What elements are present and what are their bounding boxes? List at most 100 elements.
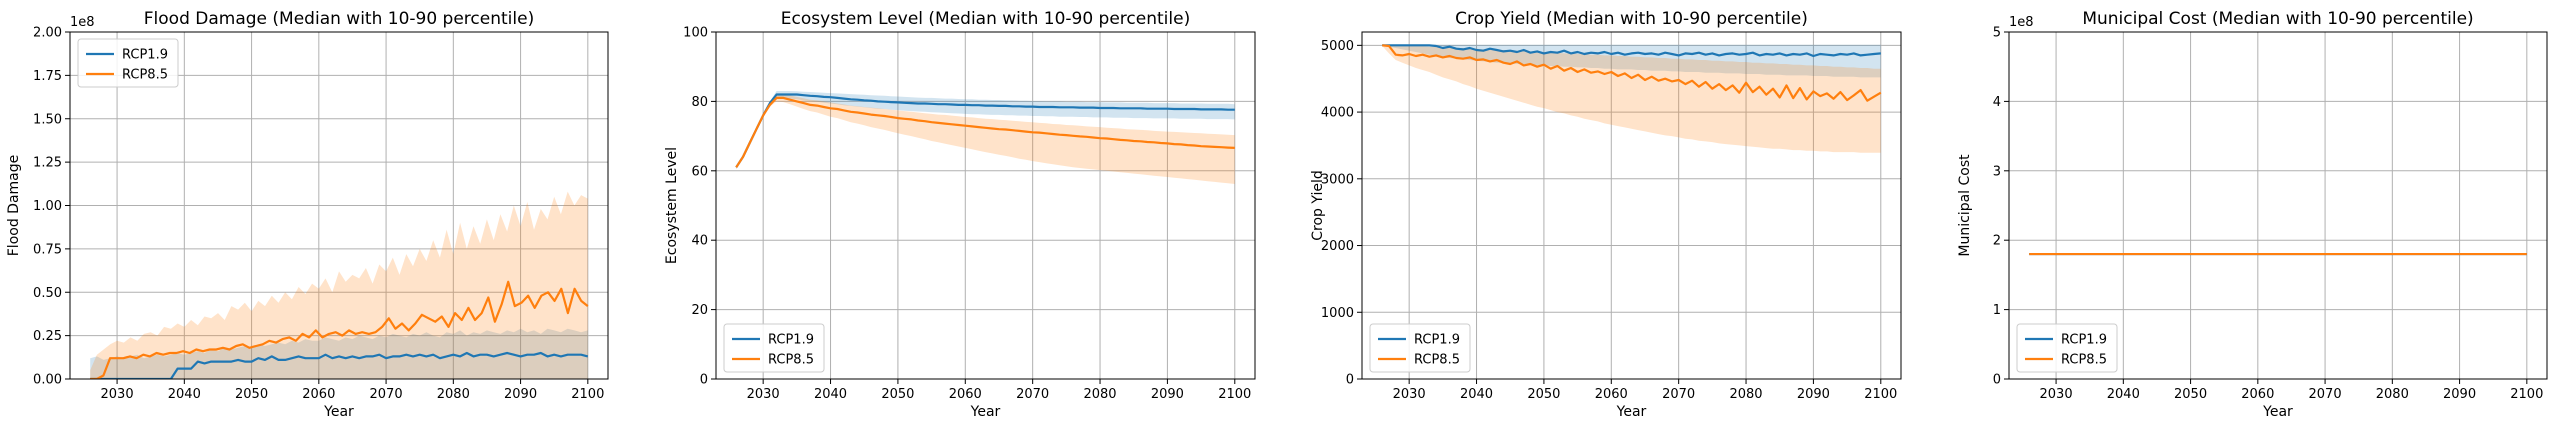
x-axis-label: Year xyxy=(970,404,1001,420)
legend-label-RCP19: RCP1.9 xyxy=(1414,333,1460,348)
series-line-RCP85 xyxy=(1382,44,1882,102)
x-tick-label: 2050 xyxy=(2174,387,2207,402)
series-line-RCP85 xyxy=(735,96,1235,168)
series-line-RCP19 xyxy=(90,351,589,379)
y-tick-label: 0.00 xyxy=(33,373,62,388)
band-RCP19 xyxy=(736,91,1235,170)
y-axis-label: Municipal Cost xyxy=(1957,154,1973,257)
axis-offset-label: 1e8 xyxy=(2009,15,2034,30)
x-tick-label: 2040 xyxy=(814,387,847,402)
chart-title: Crop Yield (Median with 10-90 percentile… xyxy=(1455,9,1808,29)
chart-panel-3: 2030 2040 2050 2060 2070 2080 2090 2100 0 1000 200… xyxy=(1310,9,1902,420)
series-line-RCP19 xyxy=(1382,44,1881,58)
x-axis-label: Year xyxy=(1616,404,1647,420)
legend: RCP1.9 RCP8.5 xyxy=(2016,323,2118,373)
axis-offset-label: 1e8 xyxy=(70,15,95,30)
x-tick-label: 2060 xyxy=(2241,387,2274,402)
x-tick-label: 2080 xyxy=(1083,387,1116,402)
y-tick-label: 3 xyxy=(1993,164,2001,179)
y-tick-label: 3000 xyxy=(1321,172,1354,187)
series-line-RCP85 xyxy=(90,280,589,379)
x-tick-label: 2060 xyxy=(302,387,335,402)
y-tick-label: 1.50 xyxy=(33,112,62,127)
legend: RCP1.9 RCP8.5 xyxy=(77,38,179,88)
y-tick-label: 0.25 xyxy=(33,329,62,344)
x-tick-label: 2080 xyxy=(437,387,470,402)
axes-frame xyxy=(715,31,1256,380)
x-tick-label: 2030 xyxy=(747,387,780,402)
x-tick-label: 2100 xyxy=(1864,387,1897,402)
x-tick-label: 2100 xyxy=(2510,387,2543,402)
x-tick-label: 2030 xyxy=(101,387,134,402)
legend-label-RCP85: RCP8.5 xyxy=(2061,353,2107,368)
x-tick-label: 2090 xyxy=(2443,387,2476,402)
plot-area xyxy=(735,91,1235,184)
y-tick-label: 0.75 xyxy=(33,242,62,257)
x-axis-label: Year xyxy=(323,404,354,420)
x-tick-label: 2060 xyxy=(1595,387,1628,402)
chart-title: Municipal Cost (Median with 10-90 percen… xyxy=(2082,9,2473,29)
chart-panel-4: 2030 2040 2050 2060 2070 2080 2090 2100 0 1 2 3 4 5 1e… xyxy=(1957,9,2548,420)
y-tick-label: 80 xyxy=(691,95,708,110)
y-tick-label: 0 xyxy=(1993,373,2001,388)
x-tick-label: 2070 xyxy=(370,387,403,402)
x-tick-label: 2050 xyxy=(235,387,268,402)
y-tick-label: 5000 xyxy=(1321,39,1354,54)
y-tick-label: 2 xyxy=(1993,234,2001,249)
legend-label-RCP85: RCP8.5 xyxy=(768,353,814,368)
series-line-RCP19 xyxy=(735,93,1235,168)
y-tick-label: 1.00 xyxy=(33,199,62,214)
y-axis-label: Crop Yield xyxy=(1310,170,1326,240)
x-tick-label: 2040 xyxy=(2107,387,2140,402)
x-tick-label: 2100 xyxy=(1218,387,1251,402)
x-tick-label: 2070 xyxy=(1662,387,1695,402)
x-tick-label: 2090 xyxy=(1797,387,1830,402)
x-tick-label: 2040 xyxy=(1460,387,1493,402)
chart-panel-1: 2030 2040 2050 2060 2070 2080 2090 2100 0.00 0.25… xyxy=(6,9,609,420)
y-tick-label: 0 xyxy=(700,373,708,388)
band-RCP19 xyxy=(90,328,588,379)
band-RCP85 xyxy=(90,191,588,379)
x-tick-label: 2070 xyxy=(1016,387,1049,402)
x-tick-label: 2050 xyxy=(1527,387,1560,402)
legend-label-RCP19: RCP1.9 xyxy=(768,333,814,348)
x-tick-label: 2040 xyxy=(168,387,201,402)
x-tick-label: 2050 xyxy=(881,387,914,402)
legend-label-RCP19: RCP1.9 xyxy=(2061,333,2107,348)
chart-title: Flood Damage (Median with 10-90 percenti… xyxy=(144,9,534,29)
y-tick-label: 20 xyxy=(691,303,708,318)
x-tick-label: 2080 xyxy=(2376,387,2409,402)
legend-label-RCP19: RCP1.9 xyxy=(122,48,168,63)
legend: RCP1.9 RCP8.5 xyxy=(723,323,825,373)
y-tick-label: 1.75 xyxy=(33,69,62,84)
y-tick-label: 1 xyxy=(1993,303,2001,318)
axes-frame xyxy=(1361,31,1902,380)
legend-label-RCP85: RCP8.5 xyxy=(122,68,168,83)
y-tick-label: 5 xyxy=(1993,26,2001,41)
y-tick-label: 1000 xyxy=(1321,306,1354,321)
chart-panel-2: 2030 2040 2050 2060 2070 2080 2090 210002040608… xyxy=(664,9,1256,420)
y-tick-label: 2000 xyxy=(1321,239,1354,254)
legend: RCP1.9 RCP8.5 xyxy=(1369,323,1471,373)
axes-frame xyxy=(2008,31,2548,380)
y-tick-label: 4000 xyxy=(1321,106,1354,121)
x-tick-label: 2100 xyxy=(571,387,604,402)
x-tick-label: 2090 xyxy=(1151,387,1184,402)
y-tick-label: 2.00 xyxy=(33,26,62,41)
x-tick-label: 2090 xyxy=(504,387,537,402)
y-tick-label: 0.50 xyxy=(33,286,62,301)
legend-label-RCP85: RCP8.5 xyxy=(1414,353,1460,368)
y-tick-label: 1.25 xyxy=(33,156,62,171)
y-tick-label: 0 xyxy=(1346,373,1354,388)
x-tick-label: 2080 xyxy=(1729,387,1762,402)
band-RCP85 xyxy=(1382,44,1881,153)
plot-area xyxy=(1382,44,1882,153)
y-tick-label: 4 xyxy=(1993,95,2001,110)
x-tick-label: 2030 xyxy=(2040,387,2073,402)
x-tick-label: 2030 xyxy=(1393,387,1426,402)
x-tick-label: 2070 xyxy=(2309,387,2342,402)
plot-area xyxy=(90,191,589,379)
x-tick-label: 2060 xyxy=(949,387,982,402)
y-tick-label: 60 xyxy=(691,164,708,179)
